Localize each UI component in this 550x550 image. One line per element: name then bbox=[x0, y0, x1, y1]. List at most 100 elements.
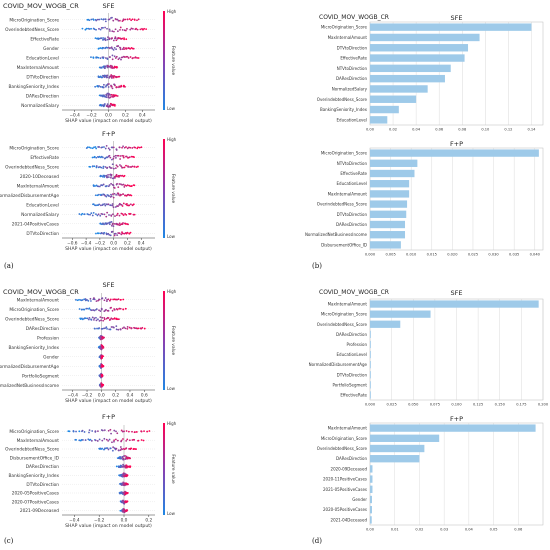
panel-c-sfe-x-tick-label: −0.4 bbox=[68, 393, 79, 399]
panel-a-fp-point bbox=[103, 203, 106, 205]
panel-a-fp-feature-label: NormalizedDisbursementAge bbox=[0, 193, 59, 199]
panel-c-fp-point bbox=[75, 438, 78, 441]
panel-a-sfe-point bbox=[104, 37, 106, 40]
panel-c-fp-point bbox=[94, 439, 97, 442]
panel-c-sfe-point bbox=[111, 318, 114, 320]
panel-a-sfe-point bbox=[113, 55, 116, 58]
panel-c-sfe-point bbox=[90, 309, 93, 312]
panel-b-fp-category-label: NormalizedNetBusinessIncome bbox=[305, 232, 368, 237]
panel-b-fp-category-label: DTVtoDirection bbox=[337, 212, 368, 217]
panel-b-sfe-category-label: NormalizedSalary bbox=[332, 86, 368, 91]
panel-a-sfe-point bbox=[94, 37, 97, 40]
panel-a-sfe-point bbox=[111, 67, 114, 69]
panel-c-sfe-point bbox=[121, 327, 124, 330]
panel-a-fp-point bbox=[113, 234, 116, 237]
panel-a-sfe-point bbox=[99, 57, 102, 60]
panel-c-fp-x-tick-label: −0.4 bbox=[69, 518, 80, 524]
panel-a-fp-point bbox=[137, 165, 139, 168]
panel-c-fp-point bbox=[113, 447, 116, 450]
panel-a-sfe-point bbox=[96, 18, 99, 21]
panel-a-fp-point bbox=[133, 213, 136, 216]
panel-c-sfe-point bbox=[83, 298, 86, 301]
panel-c-sfe-feature-label: PortfolioSegment bbox=[22, 373, 59, 379]
panel-a-fp-colorbar-title: Feature value bbox=[170, 174, 176, 204]
panel-c-sfe-point bbox=[78, 308, 81, 310]
panel-c-fp-feature-label: BankingSeniority_Index bbox=[8, 473, 59, 479]
panel-a-fp-point bbox=[86, 146, 89, 149]
panel-c-sfe-point bbox=[101, 316, 104, 319]
panel-c: COVID_MOV_WOGB_CR SFE MaxInternalAmount Mi… bbox=[0, 275, 275, 550]
panel-a-sfe-point bbox=[118, 75, 121, 78]
panel-c-fp-point bbox=[129, 447, 132, 450]
panel-a-fp-point bbox=[119, 158, 122, 160]
panel-b-fp-category-label: MaxInternalAmount bbox=[328, 191, 368, 196]
panel-c-sfe-point bbox=[117, 298, 120, 301]
panel-a-fp-point bbox=[106, 156, 109, 159]
panel-a-fp-subtitle: F+P bbox=[102, 130, 115, 138]
panel-c-fp-point bbox=[115, 465, 118, 468]
panel-b-fp-x-tick-label: 0.000 bbox=[365, 253, 376, 257]
panel-c-sfe-point bbox=[93, 298, 96, 301]
panel-c-fp-point bbox=[135, 448, 137, 451]
panel-b-sfe-category-label: DTVtoDirection bbox=[337, 45, 368, 50]
panel-d-sfe-bar bbox=[370, 381, 371, 389]
panel-b-sfe-category-label: NTVtoDirection bbox=[337, 66, 368, 71]
panel-a-fp-point bbox=[91, 165, 94, 168]
panel-a-fp-point bbox=[111, 163, 114, 166]
panel-a-fp-point bbox=[109, 156, 112, 159]
panel-a-sfe-point bbox=[102, 18, 105, 21]
panel-b-sfe-x-tick-label: 0.08 bbox=[458, 128, 467, 132]
panel-c-fp-point bbox=[123, 430, 125, 433]
panel-a-sfe-point bbox=[119, 48, 122, 51]
panel-a-fp-point bbox=[122, 155, 125, 157]
panel-d-sfe-category-label: DAResDirection bbox=[336, 332, 367, 337]
panel-b-fp-bar bbox=[370, 159, 418, 167]
panel-c-sfe-point bbox=[98, 319, 101, 322]
panel-c-sfe-point bbox=[137, 327, 140, 330]
panel-c-sfe-point bbox=[126, 326, 129, 328]
panel-a-fp-point bbox=[112, 206, 115, 209]
panel-c-sfe-point bbox=[143, 327, 146, 330]
panel-a-fp-feature-label: EducationLevel bbox=[26, 202, 59, 208]
panel-a-fp-point bbox=[118, 232, 121, 235]
panel-a-fp-point bbox=[119, 224, 122, 226]
panel-a-fp-feature-label: 2021-04PositiveCases bbox=[12, 221, 60, 227]
panel-a-sfe-point bbox=[104, 18, 107, 21]
panel-c-fp-point bbox=[78, 439, 81, 442]
panel-a-sfe-point bbox=[129, 28, 132, 31]
panel-a-fp-point bbox=[106, 176, 109, 179]
panel-c-fp-point bbox=[122, 466, 124, 468]
panel-c-fp-point bbox=[123, 465, 126, 468]
panel-c-sfe-feature-label: Profession bbox=[37, 335, 59, 341]
panel-a-fp-point bbox=[125, 223, 127, 225]
panel-d-sfe-category-label: Profession bbox=[347, 342, 368, 347]
panel-a-fp-point bbox=[122, 214, 125, 217]
panel-a-fp-point bbox=[104, 166, 107, 168]
panel-c-sfe-point bbox=[103, 318, 106, 321]
panel-a-fp-point bbox=[107, 176, 110, 179]
panel-a-fp-point bbox=[107, 147, 110, 150]
panel-a-fp-point bbox=[92, 211, 95, 214]
panel-a-fp-point bbox=[110, 193, 112, 196]
panel-a-sfe-point bbox=[117, 45, 120, 47]
panel-c-sfe-point bbox=[115, 328, 118, 331]
panel-a-sfe-point bbox=[114, 57, 117, 59]
panel-b-sfe-x-tick-label: 0.10 bbox=[481, 128, 490, 132]
panel-a-sfe-point bbox=[107, 86, 110, 88]
panel-c-sfe-point bbox=[103, 316, 106, 319]
panel-a-fp-point bbox=[110, 221, 113, 223]
panel-d-fp-bar bbox=[370, 455, 420, 463]
panel-a-sfe-point bbox=[102, 56, 105, 59]
panel-a-sfe-colorbar-high: High bbox=[167, 9, 177, 14]
panel-d-fp-x-tick-label: 0.05 bbox=[490, 528, 498, 532]
panel-a-sfe-point bbox=[113, 104, 116, 107]
panel-a-sfe-point bbox=[88, 28, 91, 30]
panel-a-sfe-point bbox=[106, 76, 109, 79]
panel-a-sfe-point bbox=[136, 57, 138, 59]
panel-a-sfe-point bbox=[104, 26, 106, 29]
panel-a-fp-point bbox=[117, 223, 119, 226]
panel-a-fp-point bbox=[93, 155, 96, 158]
panel-c-sfe-point bbox=[117, 328, 120, 331]
panel-a-fp-point bbox=[103, 231, 106, 234]
panel-a-fp-point bbox=[109, 234, 112, 237]
